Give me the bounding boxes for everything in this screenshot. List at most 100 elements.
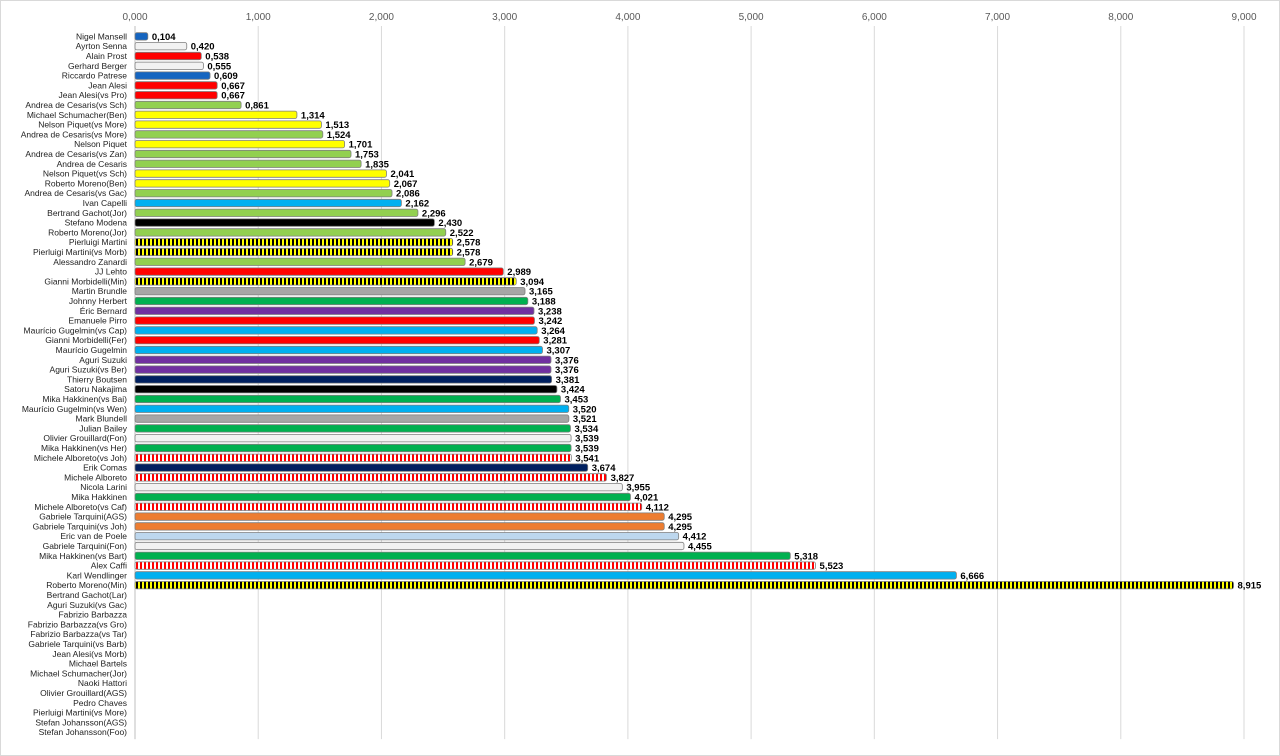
category-label: Michele Alboreto(vs Caf) [34,502,127,512]
bar-value-label: 2,162 [405,199,429,210]
category-label: Mika Hakkinen(vs Bart) [39,551,127,561]
bar [134,149,352,159]
category-label: Naoki Hattori [78,678,127,688]
category-label: Fabrizio Barbazza(vs Tar) [30,629,127,639]
bar [134,336,540,345]
category-label: Jean Alesi(vs Pro) [59,90,128,100]
bar-value-label: 3,242 [538,316,562,327]
category-label: Fabrizio Barbazza(vs Gro) [28,619,127,629]
category-label: Michael Bartels [69,659,127,669]
x-tick-label: 8,000 [1108,12,1133,23]
bar-value-label: 2,067 [394,179,418,190]
bar [134,277,517,286]
bar-value-label: 3,674 [592,463,616,474]
category-label: Riccardo Patrese [62,71,127,81]
bar [134,551,791,560]
category-label: Satoru Nakajima [64,384,127,394]
bar [134,32,149,41]
bar-value-label: 3,165 [529,287,553,298]
bar [134,218,435,227]
bar [134,355,552,364]
bar [134,561,816,570]
bar-value-label: 3,520 [573,404,597,415]
category-label: Mika Hakkinen(vs Bai) [42,394,127,404]
category-label: Alex Caffi [91,561,127,571]
x-tick-label: 4,000 [615,12,640,23]
category-label: Mika Hakkinen(vs Her) [41,443,127,453]
bar-value-label: 2,578 [457,248,481,259]
bar-value-label: 3,238 [538,306,562,317]
category-label: Martin Brundle [72,286,128,296]
bar [134,434,572,443]
category-label: Andrea de Cesaris(vs Sch) [25,100,127,110]
bar [134,238,454,247]
category-label: Pedro Chaves [73,698,127,708]
x-axis-tick-labels: 0,000 1,000 2,000 3,000 4,000 5,000 6,000 7,000… [122,12,1256,23]
bar-value-label: 3,376 [555,355,579,366]
category-label: Andrea de Cesaris(vs Zan) [25,149,127,159]
bar [134,571,957,580]
category-label: Jean Alesi(vs Morb) [52,649,127,659]
bar [134,453,572,462]
bar [134,316,535,325]
x-tick-label: 6,000 [862,12,887,23]
bar-value-label: 3,424 [561,385,585,396]
bar-value-label: 2,430 [438,218,462,229]
bar-value-label: 1,701 [349,140,373,151]
category-label: Olivier Grouillard(Fon) [43,433,127,443]
bars [134,32,1234,590]
bar-value-label: 2,679 [469,257,493,268]
bar-value-label: 3,955 [626,483,650,494]
x-tick-label: 9,000 [1231,12,1256,23]
bar [134,91,218,100]
bar-value-label: 4,295 [668,512,692,523]
category-label: Maurício Gugelmin(vs Cap) [24,325,128,335]
x-tick-label: 5,000 [739,12,764,23]
bar [134,179,391,188]
bar [134,71,211,80]
category-label: Stefano Modena [65,218,128,228]
x-tick-label: 3,000 [492,12,517,23]
bar [134,306,535,315]
category-label: Gianni Morbidelli(Min) [44,276,127,286]
category-label: Eric van de Poele [60,531,127,541]
category-label: Jean Alesi [88,80,127,90]
category-label: Johnny Herbert [69,296,128,306]
bar [134,287,526,296]
bar-value-label: 2,578 [457,238,481,249]
bar-value-label: 5,523 [820,561,844,572]
bar-value-label: 0,104 [152,32,176,43]
bar-value-label: 0,609 [214,71,238,82]
bar [134,130,324,139]
bar [134,512,665,521]
bar [134,375,553,384]
bar [134,414,570,423]
category-label: Gabriele Tarquini(Fon) [43,541,128,551]
x-tick-label: 0,000 [122,12,147,23]
category-label: Gerhard Berger [68,61,127,71]
bar-value-label: 3,307 [546,346,570,357]
bar-value-label: 3,521 [573,414,597,425]
bar [134,502,643,511]
bar-value-label: 0,667 [221,81,245,92]
category-label: Andrea de Cesaris(vs More) [21,129,127,139]
value-labels: 0,1040,4200,5380,5550,6090,6670,6670,861… [152,32,1262,592]
category-label: Gianni Morbidelli(Fer) [45,335,127,345]
bar-value-label: 3,453 [564,395,588,406]
bar [134,51,202,61]
category-label: Stefan Johansson(AGS) [35,717,127,727]
bar [134,169,387,178]
bar-value-label: 3,541 [575,453,599,464]
bar-value-label: 8,915 [1238,581,1262,592]
bar [134,228,447,237]
category-label: Alessandro Zanardi [53,257,127,267]
bar-value-label: 3,827 [611,473,635,484]
category-label: JJ Lehto [95,267,127,277]
bar-value-label: 4,295 [668,522,692,533]
bar [134,208,419,217]
bar-value-label: 3,539 [575,434,599,445]
category-label: Erik Comas [83,463,127,473]
bar-value-label: 1,524 [327,130,351,141]
